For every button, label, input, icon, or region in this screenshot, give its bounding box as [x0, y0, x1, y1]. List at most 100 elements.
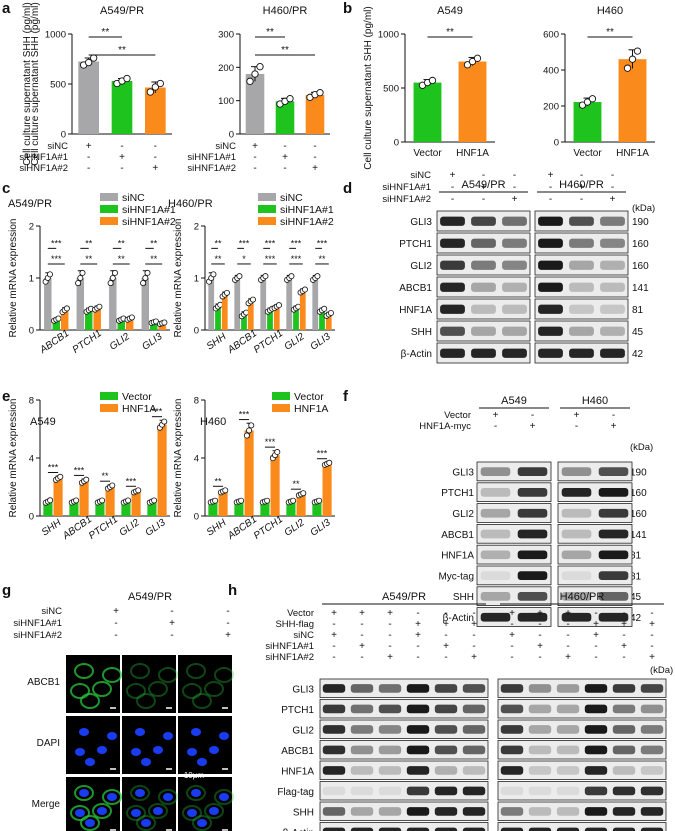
kda-value: 190	[630, 467, 647, 478]
nucleus	[131, 809, 141, 817]
condition-sign: +	[593, 619, 599, 630]
condition-sign: -	[611, 182, 614, 193]
data-point	[161, 319, 168, 326]
chart-title: A549	[437, 5, 463, 17]
chart-title: H460	[597, 5, 623, 17]
blot-band	[528, 827, 552, 831]
membrane-signal	[130, 663, 150, 679]
condition-label: siNC	[410, 170, 431, 181]
blot-strip	[476, 461, 552, 482]
blot-band	[612, 725, 636, 734]
membrane-signal	[70, 805, 90, 821]
membrane-signal	[126, 805, 146, 821]
condition-sign: -	[388, 641, 391, 652]
condition-label: siHNF1A#1	[13, 618, 62, 629]
blot-band	[322, 807, 346, 816]
data-point	[57, 473, 64, 480]
sig-label: ***	[265, 254, 276, 264]
condition-label: siNC	[47, 141, 68, 152]
blot-band	[528, 725, 552, 734]
y-tick-label: 8	[29, 396, 34, 407]
blot-row-label: PTCH1	[281, 705, 314, 716]
data-point	[326, 459, 333, 466]
blot-band	[538, 238, 563, 248]
blot-band	[500, 827, 524, 831]
condition-label: SHH-flag	[275, 619, 314, 630]
y-tick-label: 1	[194, 274, 199, 285]
condition-sign: +	[649, 619, 655, 630]
kda-value: 45	[632, 327, 644, 338]
kda-value: 141	[630, 530, 647, 541]
bar	[312, 501, 322, 516]
blot-row-label: GLI3	[410, 217, 432, 228]
blot-band	[612, 704, 636, 714]
blot-band	[538, 282, 563, 292]
blot-strip	[476, 586, 552, 606]
blot-row-label: ABCB1	[441, 530, 474, 541]
legend-label: siHNF1A#2	[280, 216, 334, 228]
blot-band	[434, 684, 458, 693]
blot-band	[598, 592, 629, 601]
nucleus	[75, 809, 85, 817]
membrane-signal	[80, 693, 100, 709]
bar	[79, 481, 89, 516]
y-axis-label: Relative mRNA expression	[173, 399, 184, 518]
scale-label: 10μm	[184, 771, 205, 780]
legend-label: HNF1A	[294, 403, 328, 415]
y-axis-label: Relative mRNA expression	[173, 219, 184, 338]
microscopy-tile	[66, 655, 120, 713]
condition-sign: -	[594, 608, 597, 619]
blot-band	[350, 807, 374, 816]
nucleus	[153, 746, 163, 754]
bar	[245, 74, 265, 134]
blot-row-label: Myc-tag	[438, 571, 474, 582]
bar	[125, 318, 134, 330]
blot-band	[480, 612, 511, 622]
bar	[260, 501, 270, 516]
condition-sign: -	[622, 652, 625, 663]
blot-strip	[476, 565, 552, 586]
bar	[293, 308, 299, 330]
microscopy-tile	[178, 655, 232, 713]
data-point	[156, 79, 164, 88]
blot-band	[480, 550, 511, 560]
blot-band	[500, 684, 524, 693]
condition-sign: +	[450, 170, 456, 181]
y-tick-label: 300	[218, 30, 234, 41]
bar	[121, 501, 131, 516]
blot-band	[640, 766, 664, 775]
blot-band	[569, 304, 594, 314]
condition-sign: -	[360, 619, 363, 630]
data-point	[222, 487, 229, 494]
x-tick-label: PTCH1	[71, 328, 104, 356]
y-axis-label: Cell culture supernatant SHH (pg/ml)	[363, 6, 374, 169]
sig-label: *	[242, 254, 246, 264]
chart-title: H460	[200, 416, 226, 428]
blot-band	[517, 612, 548, 622]
condition-sign: -	[226, 618, 229, 629]
blot-band	[322, 684, 346, 693]
condition-sign: +	[415, 630, 421, 641]
nucleus	[187, 748, 197, 756]
blot-row-label: HNF1A	[399, 305, 432, 316]
bar	[117, 319, 125, 330]
blot-title: A549/PR	[382, 591, 426, 603]
blot-band	[561, 467, 592, 476]
blot-band	[612, 745, 636, 755]
bar	[273, 306, 280, 330]
condition-sign: +	[443, 641, 449, 652]
bar	[618, 59, 647, 143]
condition-sign: -	[444, 630, 447, 641]
data-point	[109, 482, 116, 489]
condition-label: siNC	[41, 606, 62, 617]
blot-band	[556, 786, 580, 796]
blot-band	[556, 745, 580, 755]
membrane-signal	[186, 785, 206, 801]
bar	[413, 82, 442, 142]
blot-band	[528, 704, 552, 714]
blot-band	[350, 786, 374, 796]
x-tick-label: GLI3	[309, 517, 333, 539]
blot-strip	[557, 461, 633, 482]
kda-value: 141	[632, 283, 649, 294]
nucleus	[85, 758, 95, 766]
